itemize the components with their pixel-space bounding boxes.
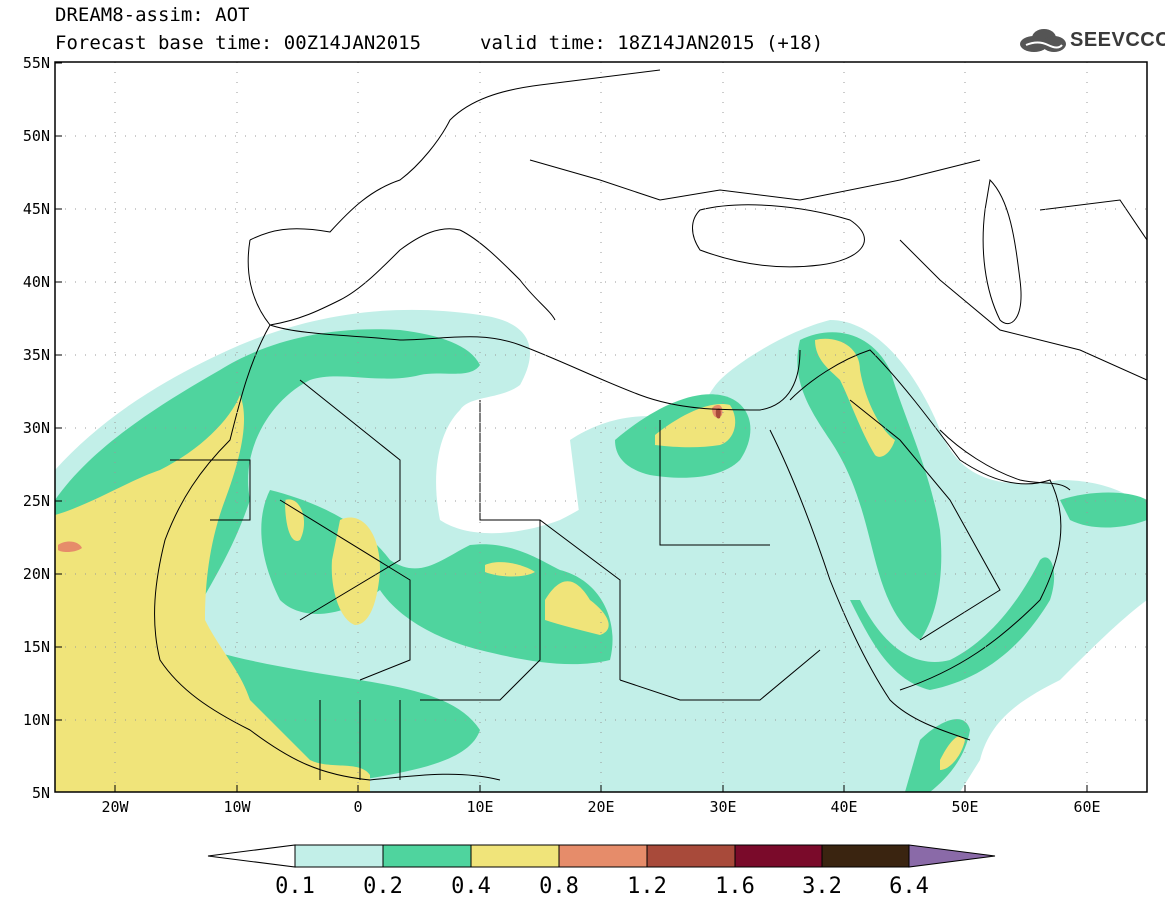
aot-region-mid-7 bbox=[905, 719, 970, 792]
lat-label: 5N bbox=[32, 784, 50, 802]
lon-label: 50E bbox=[951, 798, 978, 816]
colorbar-label: 1.6 bbox=[715, 874, 755, 899]
colorbar-arrow-left bbox=[207, 844, 296, 868]
border-4 bbox=[170, 459, 251, 521]
valid-time: valid time: 18Z14JAN2015 (+18) bbox=[480, 32, 824, 54]
colorbar-label: 0.1 bbox=[275, 874, 315, 899]
colorbar-swatch bbox=[382, 844, 472, 868]
colorbar-labels: 0.1 0.2 0.4 0.8 1.2 1.6 3.2 6.4 bbox=[275, 874, 929, 899]
coastline-europe bbox=[249, 69, 661, 241]
coastline-italy bbox=[459, 229, 556, 321]
aot-region-vhigh bbox=[58, 541, 82, 553]
colorbar-swatch bbox=[470, 844, 560, 868]
ticks bbox=[55, 62, 1088, 792]
lon-label: 10W bbox=[223, 798, 251, 816]
lat-label: 40N bbox=[23, 273, 50, 291]
lat-label: 30N bbox=[23, 419, 50, 437]
aot-region-mid-5 bbox=[850, 557, 1055, 690]
coastlines-borders bbox=[154, 69, 1147, 781]
lon-label: 10E bbox=[466, 798, 493, 816]
lat-label: 55N bbox=[23, 54, 50, 72]
lon-label: 60E bbox=[1073, 798, 1100, 816]
border-6 bbox=[420, 520, 541, 701]
colorbar-label: 0.2 bbox=[363, 874, 403, 899]
colorbar-label: 3.2 bbox=[802, 874, 842, 899]
colorbar-label: 6.4 bbox=[889, 874, 929, 899]
aot-region-high-7 bbox=[815, 338, 895, 457]
colorbar bbox=[207, 844, 996, 868]
colorbar-label: 0.8 bbox=[539, 874, 579, 899]
lat-label: 50N bbox=[23, 127, 50, 145]
colorbar-swatch bbox=[734, 844, 823, 868]
aot-region-vhigh-3 bbox=[715, 408, 721, 419]
coastline-red-sea bbox=[769, 429, 971, 741]
aot-region-high bbox=[55, 395, 370, 792]
colorbar-swatch bbox=[821, 844, 910, 868]
cloud-icon bbox=[1020, 29, 1066, 52]
border-8 bbox=[849, 399, 1001, 641]
colorbar-swatch bbox=[294, 844, 384, 868]
aot-region-high-4 bbox=[545, 581, 609, 635]
lat-label: 15N bbox=[23, 638, 50, 656]
border-9 bbox=[529, 159, 981, 201]
aot-region-low-2 bbox=[570, 416, 880, 792]
lat-label: 35N bbox=[23, 346, 50, 364]
coastline-caspian bbox=[982, 178, 1022, 325]
coastline-gulf bbox=[939, 429, 1071, 491]
coastline-africa-west bbox=[154, 324, 501, 781]
border-1 bbox=[299, 379, 401, 621]
aot-field bbox=[55, 309, 1147, 792]
border-3 bbox=[659, 420, 770, 546]
border-11 bbox=[1039, 199, 1147, 241]
gridlines bbox=[55, 62, 1147, 792]
aot-region-mid-4 bbox=[797, 332, 942, 640]
aot-region-high-3 bbox=[285, 499, 305, 541]
aot-region-high-8 bbox=[940, 736, 965, 770]
border-7 bbox=[619, 649, 821, 701]
colorbar-arrow-right bbox=[908, 844, 996, 868]
coastline-africa-north bbox=[269, 324, 801, 411]
border-12 bbox=[319, 700, 401, 780]
lat-label: 45N bbox=[23, 200, 50, 218]
longitude-labels: 20W 10W 0 10E 20E 30E 40E 50E 60E bbox=[101, 798, 1100, 816]
lon-label: 0 bbox=[353, 798, 362, 816]
lon-label: 20E bbox=[587, 798, 614, 816]
colorbar-label: 0.4 bbox=[451, 874, 491, 899]
colorbar-swatch bbox=[558, 844, 648, 868]
border-10 bbox=[899, 239, 1147, 381]
colorbar-swatch bbox=[646, 844, 736, 868]
colorbar-label: 1.2 bbox=[627, 874, 667, 899]
lon-label: 40E bbox=[830, 798, 857, 816]
coastline-black-sea bbox=[692, 204, 865, 268]
coastline-arabia bbox=[789, 349, 1062, 691]
border-5 bbox=[279, 499, 411, 681]
lat-label: 20N bbox=[23, 565, 50, 583]
lat-label: 10N bbox=[23, 711, 50, 729]
aot-region-high-2 bbox=[331, 517, 380, 625]
forecast-base-time: Forecast base time: 00Z14JAN2015 bbox=[55, 32, 422, 54]
map-title: DREAM8-assim: AOT bbox=[55, 4, 250, 26]
lat-label: 25N bbox=[23, 492, 50, 510]
lon-label: 20W bbox=[101, 798, 129, 816]
seevccc-logo: SEEVCCC bbox=[1018, 26, 1165, 56]
logo-text: SEEVCCC bbox=[1070, 29, 1165, 51]
coastline-iberia bbox=[247, 228, 461, 326]
lon-label: 30E bbox=[709, 798, 736, 816]
aot-region-high-5 bbox=[485, 562, 535, 577]
latitude-labels: 55N 50N 45N 40N 35N 30N 25N 20N 15N 10N … bbox=[23, 54, 50, 802]
